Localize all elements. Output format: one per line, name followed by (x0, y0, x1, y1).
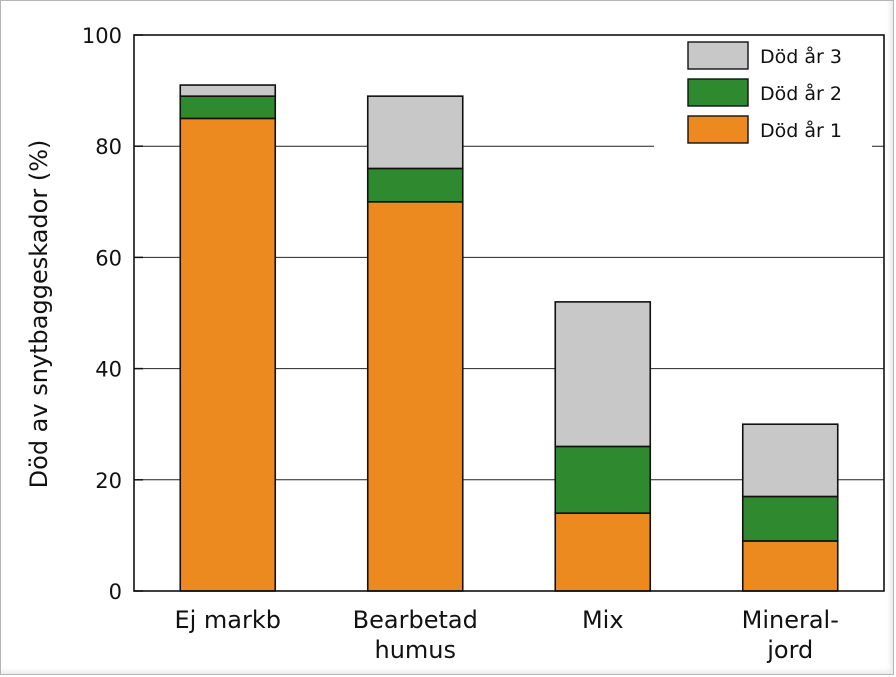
bar-segment (366, 95, 464, 170)
legend-label: Död år 1 (760, 119, 842, 142)
legend-swatch (687, 115, 749, 144)
bar-segment (366, 167, 464, 203)
bar-segment (554, 445, 652, 514)
legend: Död år 3 Död år 2 Död år 1 (654, 36, 872, 166)
bar-segment (366, 201, 464, 592)
bar-segment (741, 495, 839, 542)
plot-border (133, 34, 885, 592)
bar-segment (179, 117, 277, 592)
legend-swatch (687, 78, 749, 107)
y-axis-label: Död av snytbaggeskador (%) (25, 140, 53, 489)
bar-segment (179, 84, 277, 97)
bar-segment (554, 512, 652, 592)
y-tick-label: 20 (95, 469, 122, 493)
legend-label: Död år 3 (760, 45, 842, 68)
bar-segment (741, 423, 839, 498)
y-tick-label: 100 (82, 24, 122, 48)
x-category-label: jord (766, 636, 813, 664)
bar-segment (554, 301, 652, 448)
y-tick-label: 0 (109, 580, 122, 604)
x-category-label: Mineral- (742, 606, 839, 634)
y-tick-label: 40 (95, 358, 122, 382)
x-category-label: Bearbetad (353, 606, 478, 634)
x-category-label: Mix (582, 606, 624, 634)
x-category-label: Ej markb (174, 606, 281, 634)
bar-segment (179, 95, 277, 120)
legend-swatch (687, 41, 749, 70)
y-tick-label: 80 (95, 135, 122, 159)
y-tick-label: 60 (95, 246, 122, 270)
bars (179, 84, 839, 592)
legend-label: Död år 2 (760, 82, 842, 105)
bar-segment (741, 540, 839, 592)
x-category-label: humus (374, 636, 456, 664)
